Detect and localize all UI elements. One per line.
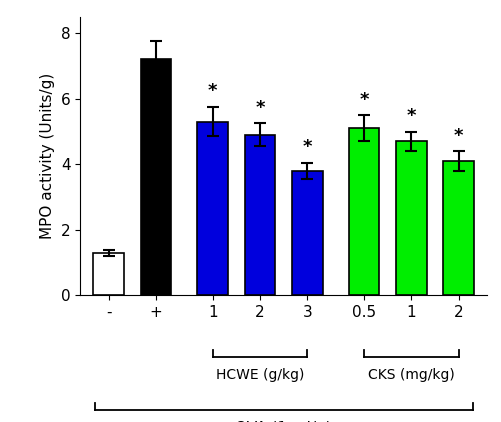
Bar	[291, 171, 322, 295]
Text: CKS (mg/kg): CKS (mg/kg)	[367, 368, 454, 382]
Bar	[197, 122, 227, 295]
Bar	[348, 128, 379, 295]
Text: *: *	[255, 99, 264, 117]
Text: OVA (1 ml/g): OVA (1 ml/g)	[235, 421, 331, 422]
Bar	[442, 161, 473, 295]
Text: *: *	[207, 82, 217, 100]
Text: *: *	[302, 138, 312, 156]
Bar	[93, 253, 124, 295]
Bar	[140, 60, 171, 295]
Text: *: *	[453, 127, 462, 145]
Text: HCWE (g/kg): HCWE (g/kg)	[215, 368, 304, 382]
Bar	[244, 135, 275, 295]
Text: *: *	[359, 91, 368, 108]
Bar	[395, 141, 426, 295]
Text: *: *	[406, 107, 415, 125]
Y-axis label: MPO activity (Units/g): MPO activity (Units/g)	[40, 73, 55, 239]
